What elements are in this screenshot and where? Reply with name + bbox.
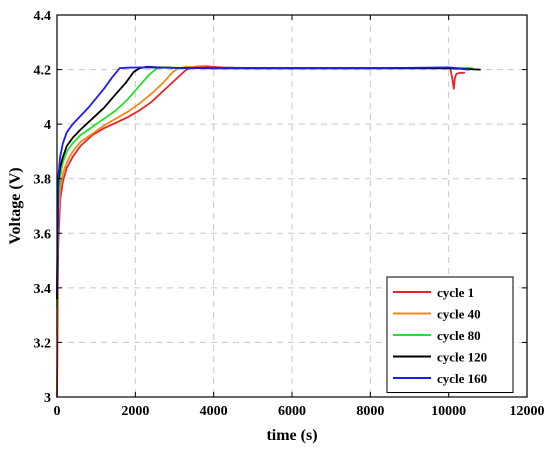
series-layer — [56, 65, 481, 398]
ticks: 0 2000 4000 6000 8000 10000 12000 3 3.2 3.4 3.6 3.8… — [34, 9, 545, 419]
y-tick-label: 3.6 — [34, 227, 52, 242]
y-tick-label: 3.8 — [34, 173, 52, 188]
y-axis-label: Voltage (V) — [7, 167, 24, 244]
y-tick-label: 4 — [44, 118, 51, 133]
legend-label: cycle 80 — [437, 328, 481, 343]
y-tick-label: 4.4 — [34, 9, 52, 24]
legend: cycle 1 cycle 40 cycle 80 cycle 120 cycle 16… — [386, 276, 514, 393]
x-tick-label: 10000 — [431, 404, 466, 419]
legend-label: cycle 1 — [437, 285, 474, 300]
y-tick-label: 3.2 — [34, 336, 52, 351]
x-tick-label: 12000 — [510, 404, 545, 419]
legend-label: cycle 40 — [437, 307, 481, 322]
y-tick-label: 4.2 — [34, 64, 52, 79]
x-tick-label: 4000 — [200, 404, 228, 419]
x-tick-label: 6000 — [278, 404, 306, 419]
x-tick-label: 0 — [54, 404, 61, 419]
legend-label: cycle 120 — [437, 350, 487, 365]
y-tick-label: 3 — [44, 391, 51, 406]
x-tick-label: 2000 — [121, 404, 149, 419]
series-line-5 — [56, 66, 470, 295]
x-axis-label: time (s) — [266, 427, 317, 444]
x-tick-label: 8000 — [356, 404, 384, 419]
y-tick-label: 3.4 — [34, 282, 52, 297]
legend-label: cycle 160 — [437, 371, 487, 386]
series-line-1 — [56, 65, 466, 398]
grid — [57, 15, 527, 397]
